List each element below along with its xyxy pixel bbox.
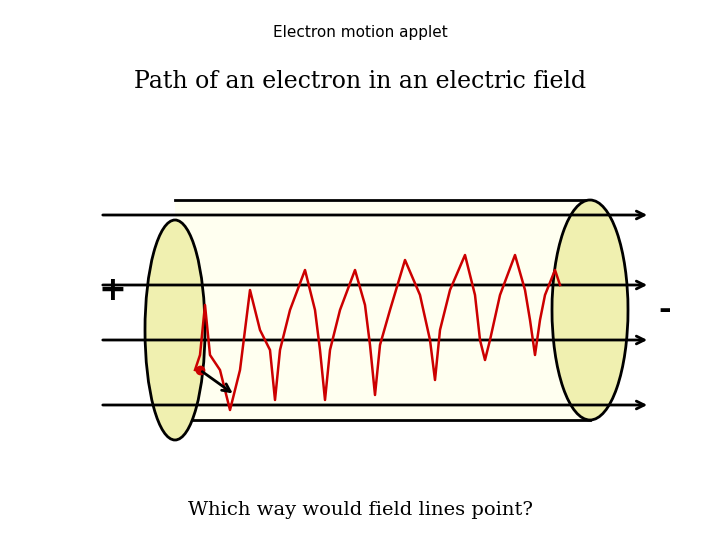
Text: Electron motion applet: Electron motion applet [273,25,447,40]
Ellipse shape [552,200,628,420]
Text: Path of an electron in an electric field: Path of an electron in an electric field [134,70,586,93]
Text: +: + [98,273,126,307]
Ellipse shape [145,220,205,440]
Bar [175,200,590,420]
Text: Which way would field lines point?: Which way would field lines point? [187,501,533,519]
Text: -: - [659,295,671,325]
